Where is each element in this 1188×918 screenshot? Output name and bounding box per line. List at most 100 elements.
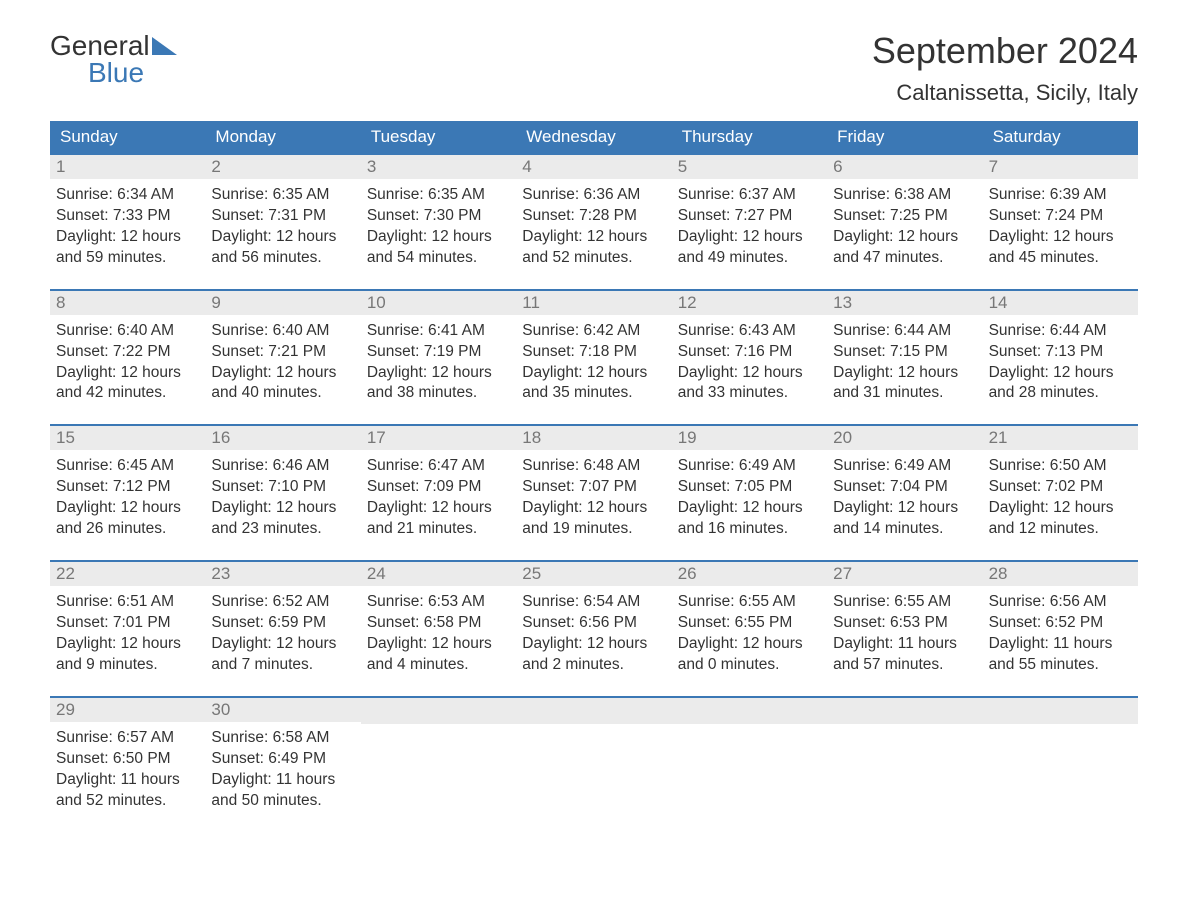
sunset-line: Sunset: 7:02 PM xyxy=(989,477,1132,498)
day-content: Sunrise: 6:40 AMSunset: 7:22 PMDaylight:… xyxy=(50,315,205,425)
sunrise-line: Sunrise: 6:48 AM xyxy=(522,456,665,477)
daylight-line: Daylight: 12 hours and 9 minutes. xyxy=(56,634,199,676)
day-cell xyxy=(672,698,827,832)
sunset-line: Sunset: 6:56 PM xyxy=(522,613,665,634)
day-cell: 13Sunrise: 6:44 AMSunset: 7:15 PMDayligh… xyxy=(827,291,982,425)
week-row: 15Sunrise: 6:45 AMSunset: 7:12 PMDayligh… xyxy=(50,424,1138,560)
day-cell: 6Sunrise: 6:38 AMSunset: 7:25 PMDaylight… xyxy=(827,155,982,289)
sunrise-line: Sunrise: 6:34 AM xyxy=(56,185,199,206)
sunset-line: Sunset: 6:59 PM xyxy=(211,613,354,634)
day-content: Sunrise: 6:57 AMSunset: 6:50 PMDaylight:… xyxy=(50,722,205,832)
daylight-line: Daylight: 12 hours and 38 minutes. xyxy=(367,363,510,405)
day-number: 16 xyxy=(205,426,360,450)
sunset-line: Sunset: 7:09 PM xyxy=(367,477,510,498)
day-header-wed: Wednesday xyxy=(516,121,671,153)
day-cell: 24Sunrise: 6:53 AMSunset: 6:58 PMDayligh… xyxy=(361,562,516,696)
sunrise-line: Sunrise: 6:35 AM xyxy=(211,185,354,206)
day-cell: 22Sunrise: 6:51 AMSunset: 7:01 PMDayligh… xyxy=(50,562,205,696)
sunrise-line: Sunrise: 6:42 AM xyxy=(522,321,665,342)
day-number: 2 xyxy=(205,155,360,179)
day-content: Sunrise: 6:58 AMSunset: 6:49 PMDaylight:… xyxy=(205,722,360,832)
day-cell xyxy=(827,698,982,832)
day-cell: 8Sunrise: 6:40 AMSunset: 7:22 PMDaylight… xyxy=(50,291,205,425)
daylight-line: Daylight: 11 hours and 57 minutes. xyxy=(833,634,976,676)
sunset-line: Sunset: 7:19 PM xyxy=(367,342,510,363)
day-content: Sunrise: 6:48 AMSunset: 7:07 PMDaylight:… xyxy=(516,450,671,560)
day-number: 20 xyxy=(827,426,982,450)
daylight-line: Daylight: 12 hours and 35 minutes. xyxy=(522,363,665,405)
daylight-line: Daylight: 12 hours and 21 minutes. xyxy=(367,498,510,540)
day-number: 9 xyxy=(205,291,360,315)
daylight-line: Daylight: 12 hours and 12 minutes. xyxy=(989,498,1132,540)
day-header-sat: Saturday xyxy=(983,121,1138,153)
header: General Blue September 2024 Caltanissett… xyxy=(50,30,1138,106)
logo-triangle-icon xyxy=(152,37,177,55)
sunset-line: Sunset: 7:24 PM xyxy=(989,206,1132,227)
day-content: Sunrise: 6:55 AMSunset: 6:55 PMDaylight:… xyxy=(672,586,827,696)
sunrise-line: Sunrise: 6:55 AM xyxy=(833,592,976,613)
day-cell: 19Sunrise: 6:49 AMSunset: 7:05 PMDayligh… xyxy=(672,426,827,560)
day-content: Sunrise: 6:34 AMSunset: 7:33 PMDaylight:… xyxy=(50,179,205,289)
sunrise-line: Sunrise: 6:37 AM xyxy=(678,185,821,206)
sunset-line: Sunset: 7:13 PM xyxy=(989,342,1132,363)
day-header-thu: Thursday xyxy=(672,121,827,153)
sunset-line: Sunset: 7:27 PM xyxy=(678,206,821,227)
day-cell: 4Sunrise: 6:36 AMSunset: 7:28 PMDaylight… xyxy=(516,155,671,289)
day-cell xyxy=(983,698,1138,832)
day-number: 7 xyxy=(983,155,1138,179)
sunrise-line: Sunrise: 6:57 AM xyxy=(56,728,199,749)
day-number: 19 xyxy=(672,426,827,450)
day-number: 1 xyxy=(50,155,205,179)
day-content: Sunrise: 6:37 AMSunset: 7:27 PMDaylight:… xyxy=(672,179,827,289)
sunrise-line: Sunrise: 6:51 AM xyxy=(56,592,199,613)
daylight-line: Daylight: 12 hours and 4 minutes. xyxy=(367,634,510,676)
daylight-line: Daylight: 12 hours and 59 minutes. xyxy=(56,227,199,269)
sunset-line: Sunset: 6:52 PM xyxy=(989,613,1132,634)
day-content: Sunrise: 6:51 AMSunset: 7:01 PMDaylight:… xyxy=(50,586,205,696)
daylight-line: Daylight: 12 hours and 28 minutes. xyxy=(989,363,1132,405)
sunset-line: Sunset: 7:10 PM xyxy=(211,477,354,498)
sunset-line: Sunset: 6:49 PM xyxy=(211,749,354,770)
sunset-line: Sunset: 7:16 PM xyxy=(678,342,821,363)
day-cell: 14Sunrise: 6:44 AMSunset: 7:13 PMDayligh… xyxy=(983,291,1138,425)
day-header-sun: Sunday xyxy=(50,121,205,153)
sunset-line: Sunset: 7:22 PM xyxy=(56,342,199,363)
daylight-line: Daylight: 12 hours and 52 minutes. xyxy=(522,227,665,269)
sunrise-line: Sunrise: 6:40 AM xyxy=(211,321,354,342)
day-cell xyxy=(361,698,516,832)
day-content: Sunrise: 6:40 AMSunset: 7:21 PMDaylight:… xyxy=(205,315,360,425)
daylight-line: Daylight: 12 hours and 49 minutes. xyxy=(678,227,821,269)
daylight-line: Daylight: 11 hours and 55 minutes. xyxy=(989,634,1132,676)
day-content: Sunrise: 6:46 AMSunset: 7:10 PMDaylight:… xyxy=(205,450,360,560)
day-content: Sunrise: 6:49 AMSunset: 7:04 PMDaylight:… xyxy=(827,450,982,560)
day-content: Sunrise: 6:54 AMSunset: 6:56 PMDaylight:… xyxy=(516,586,671,696)
day-content: Sunrise: 6:41 AMSunset: 7:19 PMDaylight:… xyxy=(361,315,516,425)
day-content: Sunrise: 6:53 AMSunset: 6:58 PMDaylight:… xyxy=(361,586,516,696)
day-number: 25 xyxy=(516,562,671,586)
week-row: 29Sunrise: 6:57 AMSunset: 6:50 PMDayligh… xyxy=(50,696,1138,832)
day-cell: 23Sunrise: 6:52 AMSunset: 6:59 PMDayligh… xyxy=(205,562,360,696)
daylight-line: Daylight: 12 hours and 42 minutes. xyxy=(56,363,199,405)
day-cell: 9Sunrise: 6:40 AMSunset: 7:21 PMDaylight… xyxy=(205,291,360,425)
daylight-line: Daylight: 12 hours and 56 minutes. xyxy=(211,227,354,269)
sunset-line: Sunset: 7:15 PM xyxy=(833,342,976,363)
sunset-line: Sunset: 6:55 PM xyxy=(678,613,821,634)
day-number: 8 xyxy=(50,291,205,315)
sunset-line: Sunset: 7:25 PM xyxy=(833,206,976,227)
day-content: Sunrise: 6:39 AMSunset: 7:24 PMDaylight:… xyxy=(983,179,1138,289)
day-number: 17 xyxy=(361,426,516,450)
day-cell: 3Sunrise: 6:35 AMSunset: 7:30 PMDaylight… xyxy=(361,155,516,289)
empty-day-number xyxy=(672,698,827,724)
sunset-line: Sunset: 7:30 PM xyxy=(367,206,510,227)
day-cell: 10Sunrise: 6:41 AMSunset: 7:19 PMDayligh… xyxy=(361,291,516,425)
day-number: 26 xyxy=(672,562,827,586)
daylight-line: Daylight: 12 hours and 14 minutes. xyxy=(833,498,976,540)
logo-text-blue: Blue xyxy=(88,57,177,89)
sunrise-line: Sunrise: 6:35 AM xyxy=(367,185,510,206)
sunrise-line: Sunrise: 6:39 AM xyxy=(989,185,1132,206)
sunrise-line: Sunrise: 6:56 AM xyxy=(989,592,1132,613)
daylight-line: Daylight: 12 hours and 0 minutes. xyxy=(678,634,821,676)
day-header-fri: Friday xyxy=(827,121,982,153)
month-title: September 2024 xyxy=(872,30,1138,72)
day-number: 30 xyxy=(205,698,360,722)
